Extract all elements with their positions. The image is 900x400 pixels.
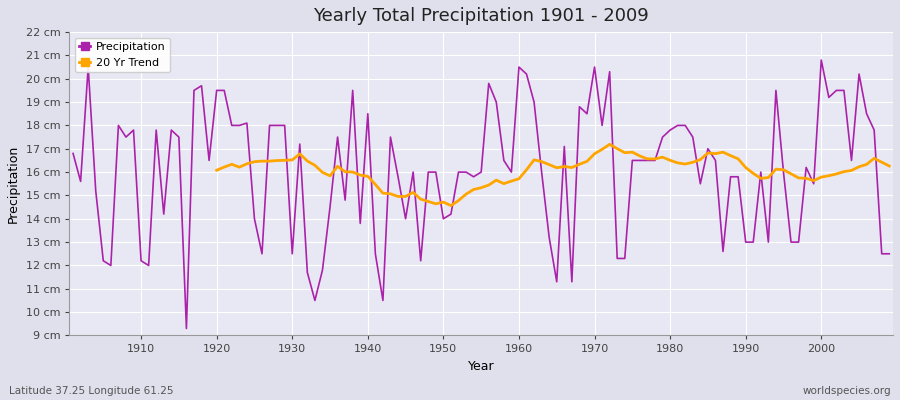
Title: Yearly Total Precipitation 1901 - 2009: Yearly Total Precipitation 1901 - 2009 <box>313 7 649 25</box>
Legend: Precipitation, 20 Yr Trend: Precipitation, 20 Yr Trend <box>75 38 170 72</box>
Y-axis label: Precipitation: Precipitation <box>7 145 20 223</box>
X-axis label: Year: Year <box>468 360 494 373</box>
Text: worldspecies.org: worldspecies.org <box>803 386 891 396</box>
Text: Latitude 37.25 Longitude 61.25: Latitude 37.25 Longitude 61.25 <box>9 386 174 396</box>
